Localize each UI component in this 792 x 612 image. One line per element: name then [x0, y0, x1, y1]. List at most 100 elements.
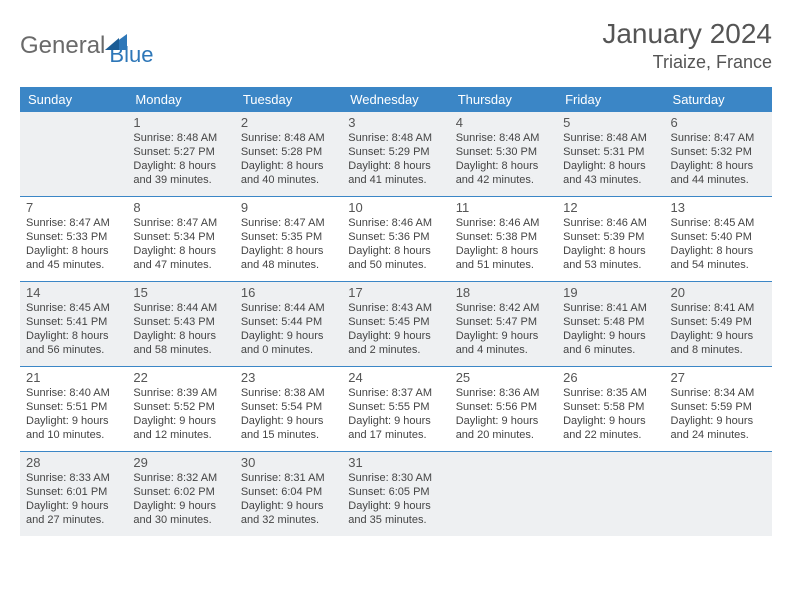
- sun-info-line: Sunset: 5:39 PM: [563, 230, 658, 244]
- sun-info-line: Sunset: 5:32 PM: [671, 145, 766, 159]
- sun-info-line: Daylight: 9 hours: [671, 329, 766, 343]
- day-number: 28: [26, 455, 121, 470]
- sun-info-line: Sunrise: 8:34 AM: [671, 386, 766, 400]
- sun-info-line: Daylight: 8 hours: [563, 244, 658, 258]
- sun-info-line: Sunrise: 8:32 AM: [133, 471, 228, 485]
- day-number: 25: [456, 370, 551, 385]
- logo: General Blue: [20, 18, 153, 68]
- sun-info-line: Sunrise: 8:45 AM: [26, 301, 121, 315]
- day-number: 31: [348, 455, 443, 470]
- calendar-cell: 4Sunrise: 8:48 AMSunset: 5:30 PMDaylight…: [450, 112, 557, 196]
- sun-info-line: Daylight: 8 hours: [241, 244, 336, 258]
- sun-info-line: Daylight: 8 hours: [133, 159, 228, 173]
- sun-info-line: and 35 minutes.: [348, 513, 443, 527]
- calendar-cell: 16Sunrise: 8:44 AMSunset: 5:44 PMDayligh…: [235, 282, 342, 366]
- day-number: 6: [671, 115, 766, 130]
- sun-info-line: Daylight: 8 hours: [348, 159, 443, 173]
- calendar-cell: 15Sunrise: 8:44 AMSunset: 5:43 PMDayligh…: [127, 282, 234, 366]
- sun-info-line: and 58 minutes.: [133, 343, 228, 357]
- calendar-week: 7Sunrise: 8:47 AMSunset: 5:33 PMDaylight…: [20, 197, 772, 282]
- sun-info-line: Daylight: 8 hours: [348, 244, 443, 258]
- weekday-header: Wednesday: [342, 87, 449, 112]
- day-number: 10: [348, 200, 443, 215]
- sun-info-line: Sunrise: 8:47 AM: [133, 216, 228, 230]
- weekday-header: Monday: [127, 87, 234, 112]
- sun-info-line: Daylight: 9 hours: [241, 414, 336, 428]
- sun-info-line: Sunset: 6:05 PM: [348, 485, 443, 499]
- calendar-cell: 12Sunrise: 8:46 AMSunset: 5:39 PMDayligh…: [557, 197, 664, 281]
- calendar-cell: 24Sunrise: 8:37 AMSunset: 5:55 PMDayligh…: [342, 367, 449, 451]
- calendar-cell: 28Sunrise: 8:33 AMSunset: 6:01 PMDayligh…: [20, 452, 127, 536]
- sun-info-line: Sunrise: 8:42 AM: [456, 301, 551, 315]
- sun-info-line: Sunset: 5:30 PM: [456, 145, 551, 159]
- sun-info-line: Sunrise: 8:47 AM: [241, 216, 336, 230]
- weekday-header: Friday: [557, 87, 664, 112]
- sun-info-line: and 47 minutes.: [133, 258, 228, 272]
- sun-info-line: Sunrise: 8:44 AM: [241, 301, 336, 315]
- sun-info-line: and 42 minutes.: [456, 173, 551, 187]
- sun-info-line: Sunset: 5:56 PM: [456, 400, 551, 414]
- sun-info-line: Sunrise: 8:48 AM: [563, 131, 658, 145]
- sun-info-line: and 2 minutes.: [348, 343, 443, 357]
- calendar-cell: 31Sunrise: 8:30 AMSunset: 6:05 PMDayligh…: [342, 452, 449, 536]
- calendar-cell: [557, 452, 664, 536]
- sun-info-line: and 24 minutes.: [671, 428, 766, 442]
- sun-info-line: Sunrise: 8:48 AM: [456, 131, 551, 145]
- day-number: 5: [563, 115, 658, 130]
- sun-info-line: Daylight: 9 hours: [563, 414, 658, 428]
- sun-info-line: Sunrise: 8:45 AM: [671, 216, 766, 230]
- sun-info-line: and 40 minutes.: [241, 173, 336, 187]
- sun-info-line: Daylight: 8 hours: [241, 159, 336, 173]
- calendar-cell: 6Sunrise: 8:47 AMSunset: 5:32 PMDaylight…: [665, 112, 772, 196]
- calendar-week: 28Sunrise: 8:33 AMSunset: 6:01 PMDayligh…: [20, 452, 772, 536]
- logo-text-1: General: [20, 32, 105, 60]
- sun-info-line: Daylight: 9 hours: [671, 414, 766, 428]
- calendar-cell: [20, 112, 127, 196]
- sun-info-line: Sunset: 5:49 PM: [671, 315, 766, 329]
- sun-info-line: Sunset: 5:45 PM: [348, 315, 443, 329]
- sun-info-line: Sunrise: 8:44 AM: [133, 301, 228, 315]
- sun-info-line: Sunset: 5:43 PM: [133, 315, 228, 329]
- calendar-cell: 21Sunrise: 8:40 AMSunset: 5:51 PMDayligh…: [20, 367, 127, 451]
- sun-info-line: and 56 minutes.: [26, 343, 121, 357]
- day-number: 18: [456, 285, 551, 300]
- sun-info-line: Daylight: 8 hours: [563, 159, 658, 173]
- sun-info-line: Sunrise: 8:33 AM: [26, 471, 121, 485]
- sun-info-line: and 48 minutes.: [241, 258, 336, 272]
- sun-info-line: Daylight: 9 hours: [563, 329, 658, 343]
- sun-info-line: Sunset: 5:35 PM: [241, 230, 336, 244]
- day-number: 12: [563, 200, 658, 215]
- title-block: January 2024 Triaize, France: [602, 18, 772, 73]
- sun-info-line: and 44 minutes.: [671, 173, 766, 187]
- calendar-cell: 13Sunrise: 8:45 AMSunset: 5:40 PMDayligh…: [665, 197, 772, 281]
- calendar-cell: 5Sunrise: 8:48 AMSunset: 5:31 PMDaylight…: [557, 112, 664, 196]
- sun-info-line: Sunrise: 8:38 AM: [241, 386, 336, 400]
- sun-info-line: and 20 minutes.: [456, 428, 551, 442]
- sun-info-line: and 50 minutes.: [348, 258, 443, 272]
- sun-info-line: Daylight: 9 hours: [26, 499, 121, 513]
- weekday-header: Thursday: [450, 87, 557, 112]
- sun-info-line: Sunrise: 8:43 AM: [348, 301, 443, 315]
- day-number: 22: [133, 370, 228, 385]
- day-number: 20: [671, 285, 766, 300]
- day-number: 24: [348, 370, 443, 385]
- calendar-cell: 8Sunrise: 8:47 AMSunset: 5:34 PMDaylight…: [127, 197, 234, 281]
- sun-info-line: Daylight: 9 hours: [133, 499, 228, 513]
- sun-info-line: Sunrise: 8:41 AM: [671, 301, 766, 315]
- sun-info-line: Sunset: 5:41 PM: [26, 315, 121, 329]
- sun-info-line: Sunrise: 8:35 AM: [563, 386, 658, 400]
- sun-info-line: Daylight: 8 hours: [26, 244, 121, 258]
- weekday-header-row: Sunday Monday Tuesday Wednesday Thursday…: [20, 87, 772, 112]
- sun-info-line: Daylight: 9 hours: [348, 414, 443, 428]
- day-number: 16: [241, 285, 336, 300]
- calendar-cell: 7Sunrise: 8:47 AMSunset: 5:33 PMDaylight…: [20, 197, 127, 281]
- sun-info-line: Sunset: 5:33 PM: [26, 230, 121, 244]
- day-number: 27: [671, 370, 766, 385]
- sun-info-line: Sunrise: 8:48 AM: [133, 131, 228, 145]
- sun-info-line: Daylight: 8 hours: [671, 244, 766, 258]
- calendar-cell: 23Sunrise: 8:38 AMSunset: 5:54 PMDayligh…: [235, 367, 342, 451]
- sun-info-line: and 32 minutes.: [241, 513, 336, 527]
- day-number: 29: [133, 455, 228, 470]
- sun-info-line: Sunrise: 8:46 AM: [563, 216, 658, 230]
- sun-info-line: Sunset: 5:27 PM: [133, 145, 228, 159]
